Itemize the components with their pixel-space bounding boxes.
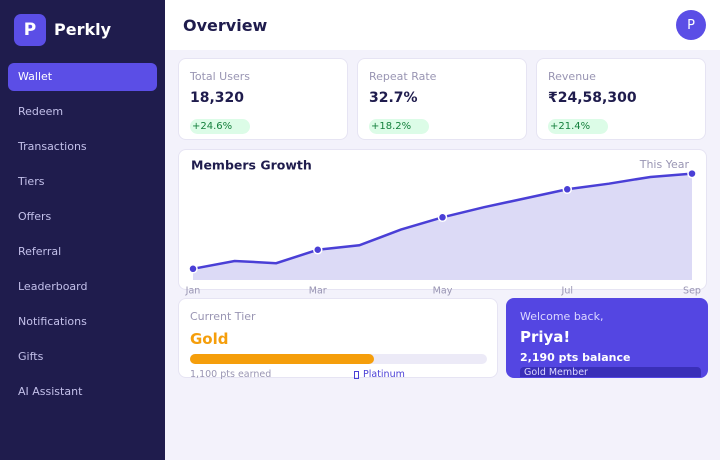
stat-change: +18.2% — [369, 119, 429, 134]
nav-item[interactable]: Leaderboard — [18, 280, 88, 293]
nav-item[interactable]: Referral — [18, 245, 62, 258]
nav-item[interactable]: Tiers — [18, 175, 45, 188]
logo[interactable]: P — [14, 14, 46, 46]
user-name: Priya! — [520, 328, 571, 346]
stat-change: +24.6% — [190, 119, 250, 134]
stat-value: 32.7% — [369, 90, 418, 106]
tier-name: Gold — [190, 330, 229, 348]
progress-track — [190, 354, 487, 364]
stat-label: Total Users — [190, 70, 250, 83]
icon — [354, 370, 359, 379]
stat-value: ₹24,58,300 — [548, 90, 637, 106]
stat-card: Repeat Rate 32.7% +18.2% — [357, 58, 527, 140]
next-tier-name: Platinum — [363, 369, 405, 380]
badge: Gold Member — [520, 367, 701, 377]
nav-item[interactable]: Offers — [18, 210, 52, 223]
welcome-card: Welcome back, Priya! 2,190 pts balance G… — [506, 298, 708, 378]
stat-change: +21.4% — [548, 119, 608, 134]
page-title: Overview — [183, 16, 268, 35]
tier-label: Current Tier — [190, 310, 256, 323]
greeting: Welcome back, — [520, 310, 604, 323]
avatar[interactable]: P — [676, 10, 706, 40]
stat-card: Revenue ₹24,58,300 +21.4% — [536, 58, 706, 140]
header: Overview P — [165, 0, 720, 50]
nav-item[interactable]: Notifications — [18, 315, 87, 328]
earned: 1,100 pts earned — [190, 369, 272, 380]
stat-card: Total Users 18,320 +24.6% — [178, 58, 348, 140]
balance: 2,190 pts balance — [520, 351, 631, 364]
stat-label: Revenue — [548, 70, 596, 83]
next-tier: Platinum — [354, 369, 405, 380]
tier-card: Current Tier Gold 1,100 pts earned Plati… — [178, 298, 498, 380]
nav-item[interactable]: Redeem — [18, 105, 64, 118]
nav-item[interactable]: Transactions — [18, 140, 87, 153]
stat-label: Repeat Rate — [369, 70, 437, 83]
nav-item[interactable]: Gifts — [18, 350, 44, 363]
stat-value: 18,320 — [190, 90, 245, 106]
chart-card — [178, 149, 707, 290]
sidebar: P Perkly Wallet Redeem Transactions Tiers Of… — [0, 0, 165, 460]
progress-bar — [190, 354, 375, 364]
nav-item[interactable]: AI Assistant — [18, 385, 83, 398]
brand-name: Perkly — [54, 20, 112, 39]
nav-item[interactable]: Wallet — [8, 63, 157, 91]
